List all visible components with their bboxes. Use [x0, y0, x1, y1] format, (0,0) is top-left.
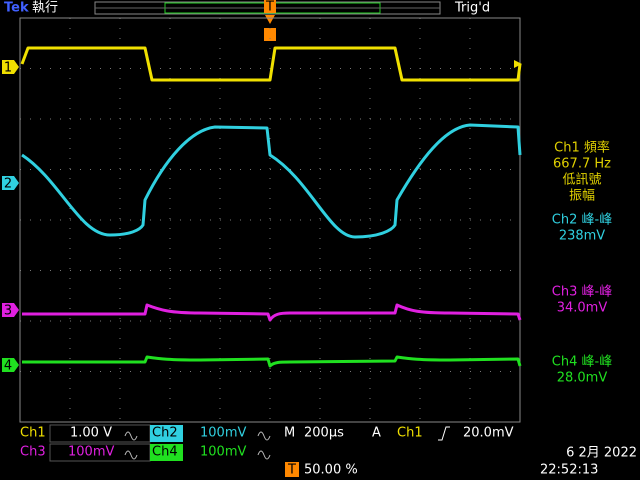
measurement-label: Ch3 峰-峰	[552, 285, 612, 300]
trigger-mode: A	[372, 426, 381, 441]
ch2-trace	[21, 123, 522, 239]
ch4-marker-label: 4	[4, 359, 12, 374]
trigger-position[interactable]: 50.00 %	[304, 463, 358, 478]
measurement-label: Ch2 峰-峰	[552, 213, 612, 228]
run-status: 執行	[32, 0, 58, 16]
ch1-scale: 1.00 V	[70, 426, 112, 441]
ch1-marker	[2, 60, 19, 74]
ch4-trace	[22, 355, 522, 368]
ch4-label[interactable]: Ch4	[152, 445, 178, 460]
measurement-label: Ch4 峰-峰	[552, 355, 612, 370]
bw-icon	[124, 450, 138, 460]
trigger-marker-position	[264, 28, 276, 41]
measurement-value: 28.0mV	[557, 371, 608, 386]
brand: Tek	[4, 1, 29, 16]
ch3-scale: 100mV	[68, 445, 114, 460]
ch1-marker-label: 1	[4, 61, 12, 76]
trigger-state: Trig'd	[454, 1, 490, 16]
ch2-label[interactable]: Ch2	[152, 426, 178, 441]
bw-icon	[124, 431, 138, 441]
ch3-marker-label: 3	[4, 304, 12, 319]
ch2-scale: 100mV	[200, 426, 246, 441]
settings: Ch1 1.00 V Ch2 100mV M 200µs A Ch1 20.0m…	[20, 424, 637, 478]
ch4-highlight	[150, 444, 183, 461]
ch1-label[interactable]: Ch1	[20, 426, 46, 441]
timebase[interactable]: 200µs	[304, 426, 344, 441]
bw-icon	[257, 431, 271, 441]
ch3-trace	[22, 303, 522, 322]
trigger-marker-top	[264, 0, 276, 13]
trigger-level-marker	[514, 60, 522, 68]
measurement-note: 低訊號	[562, 173, 601, 188]
ch3-label[interactable]: Ch3	[20, 445, 46, 460]
ch3-marker	[2, 303, 19, 317]
ch4-marker	[2, 358, 19, 372]
ch2-marker	[2, 176, 19, 190]
channel-markers: 1 2 3 4	[2, 60, 522, 374]
trigger-source[interactable]: Ch1	[397, 426, 423, 441]
graticule-border	[19, 17, 521, 423]
bw-icon	[257, 450, 271, 460]
measurement-value: 667.7 Hz	[553, 157, 611, 172]
trigger-arrow	[265, 15, 275, 24]
slope-icon	[438, 426, 450, 441]
trigger-position-marker: T	[287, 463, 296, 478]
date: 6 2月 2022	[566, 446, 637, 461]
ch2-highlight	[150, 425, 183, 442]
timebase-label: M	[284, 426, 295, 441]
trigger-position-icon	[285, 462, 299, 477]
trigger-marker-text: T	[265, 0, 274, 15]
measurement-note: 振幅	[569, 189, 595, 204]
ch1-trace	[20, 46, 522, 82]
trigger-level[interactable]: 20.0mV	[463, 426, 514, 441]
measurements: Ch1 頻率 667.7 Hz 低訊號 振幅 Ch2 峰-峰 238mV Ch3…	[552, 140, 612, 386]
ch4-scale: 100mV	[200, 445, 246, 460]
measurement-value: 238mV	[559, 229, 605, 244]
time: 22:52:13	[540, 463, 598, 478]
measurement-label: Ch1 頻率	[554, 140, 610, 156]
ch2-marker-label: 2	[4, 177, 12, 192]
measurement-value: 34.0mV	[557, 301, 608, 316]
